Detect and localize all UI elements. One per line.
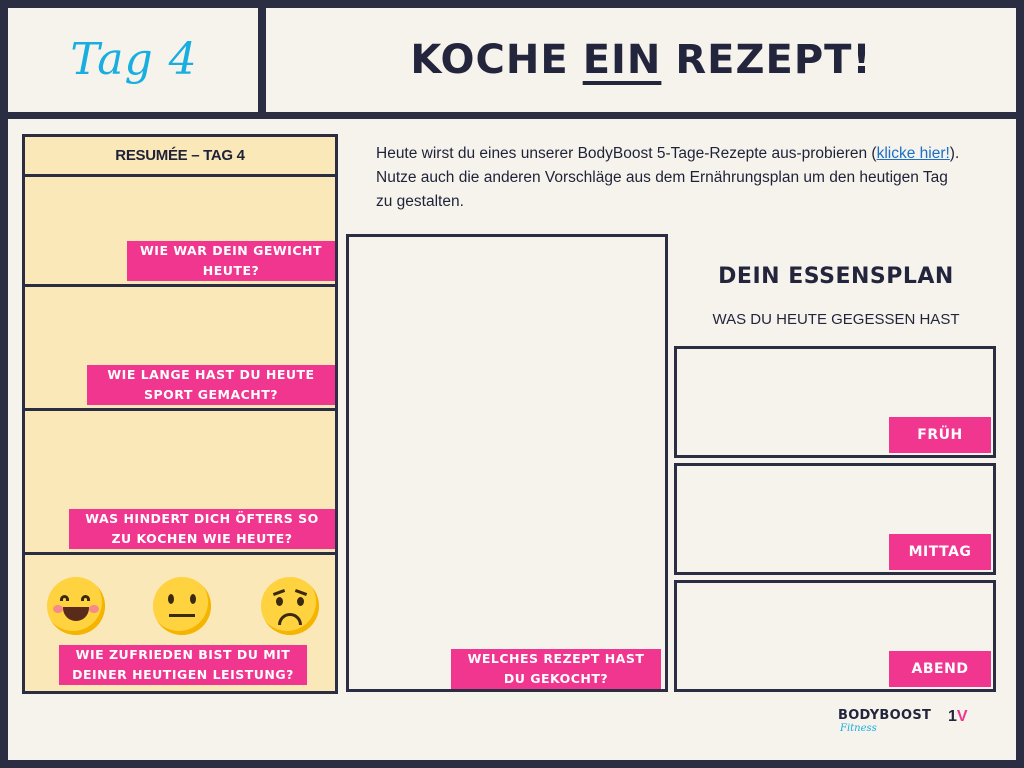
satisfaction-question-line1: WIE ZUFRIEDEN BIST DU MIT xyxy=(75,647,291,662)
sport-question-line2: SPORT GEMACHT? xyxy=(143,387,279,402)
meal-label-lunch: MITTAG xyxy=(889,534,991,570)
sport-section[interactable]: WIE LANGE HAST DU HEUTE SPORT GEMACHT? xyxy=(25,287,335,411)
meal-label-dinner: ABEND xyxy=(889,651,991,687)
satisfaction-section: WIE ZUFRIEDEN BIST DU MIT DEINER HEUTIGE… xyxy=(25,555,335,689)
day-text: Tag 4 xyxy=(70,33,198,85)
meal-box-lunch[interactable]: MITTAG xyxy=(674,463,996,575)
title-part-1: KOCHE xyxy=(410,37,569,83)
header-rule xyxy=(8,112,1016,119)
weight-question: WIE WAR DEIN GEWICHT HEUTE? xyxy=(127,241,335,281)
cooking-question-line1: WAS HINDERT DICH ÖFTERS SO xyxy=(85,511,319,526)
intro-text-start: Heute wirst du eines unserer BodyBoost 5… xyxy=(376,145,877,162)
recipe-question: WELCHES REZEPT HAST DU GEKOCHT? xyxy=(451,649,661,689)
cooking-section[interactable]: WAS HINDERT DICH ÖFTERS SO ZU KOCHEN WIE… xyxy=(25,411,335,555)
sport-question-line1: WIE LANGE HAST DU HEUTE xyxy=(107,367,315,382)
meal-box-breakfast[interactable]: FRÜH xyxy=(674,346,996,458)
intro-text-end: ). Nutze auch die anderen Vorschläge aus… xyxy=(376,145,960,210)
header-divider xyxy=(258,8,266,112)
cooking-question: WAS HINDERT DICH ÖFTERS SO ZU KOCHEN WIE… xyxy=(69,509,335,549)
recipe-question-line2: DU GEKOCHT? xyxy=(503,671,609,686)
logo-subtitle: Fitness xyxy=(840,723,877,734)
weight-question-line1: WIE WAR DEIN GEWICHT xyxy=(140,243,322,258)
happy-face-icon[interactable] xyxy=(47,577,105,635)
logo-mark-2: V xyxy=(956,708,968,725)
weight-question-line2: HEUTE? xyxy=(202,263,260,278)
meal-plan-title: DEIN ESSENSPLAN xyxy=(718,264,954,289)
worried-face-icon[interactable] xyxy=(261,577,319,635)
recipe-box[interactable]: WELCHES REZEPT HAST DU GEKOCHT? xyxy=(346,234,668,692)
bodyboost-logo: BODYBOOST Fitness 1V xyxy=(838,708,978,748)
page-title: KOCHE EIN REZEPT! xyxy=(266,8,1016,112)
logo-mark-1: 1 xyxy=(948,708,957,725)
satisfaction-question-line2: DEINER HEUTIGEN LEISTUNG? xyxy=(72,667,294,682)
logo-mark: 1V xyxy=(948,708,968,726)
intro-text: Heute wirst du eines unserer BodyBoost 5… xyxy=(376,142,966,214)
logo-brand: BODYBOOST xyxy=(838,708,932,723)
neutral-face-icon[interactable] xyxy=(153,577,211,635)
resume-heading: RESUMÉE – TAG 4 xyxy=(25,137,335,177)
weight-section[interactable]: WIE WAR DEIN GEWICHT HEUTE? xyxy=(25,177,335,287)
satisfaction-question: WIE ZUFRIEDEN BIST DU MIT DEINER HEUTIGE… xyxy=(59,645,307,685)
title-part-2: EIN xyxy=(582,37,662,83)
title-part-3: REZEPT! xyxy=(675,37,872,83)
cooking-question-line2: ZU KOCHEN WIE HEUTE? xyxy=(111,531,293,546)
meal-box-dinner[interactable]: ABEND xyxy=(674,580,996,692)
meal-plan-subtitle: WAS DU HEUTE GEGESSEN HAST xyxy=(712,311,960,328)
resume-panel: RESUMÉE – TAG 4 WIE WAR DEIN GEWICHT HEU… xyxy=(22,134,338,694)
meal-label-breakfast: FRÜH xyxy=(889,417,991,453)
day-label: Tag 4 xyxy=(10,8,258,110)
recipe-question-line1: WELCHES REZEPT HAST xyxy=(467,651,645,666)
sport-question: WIE LANGE HAST DU HEUTE SPORT GEMACHT? xyxy=(87,365,335,405)
recipe-link[interactable]: klicke hier! xyxy=(876,145,950,162)
